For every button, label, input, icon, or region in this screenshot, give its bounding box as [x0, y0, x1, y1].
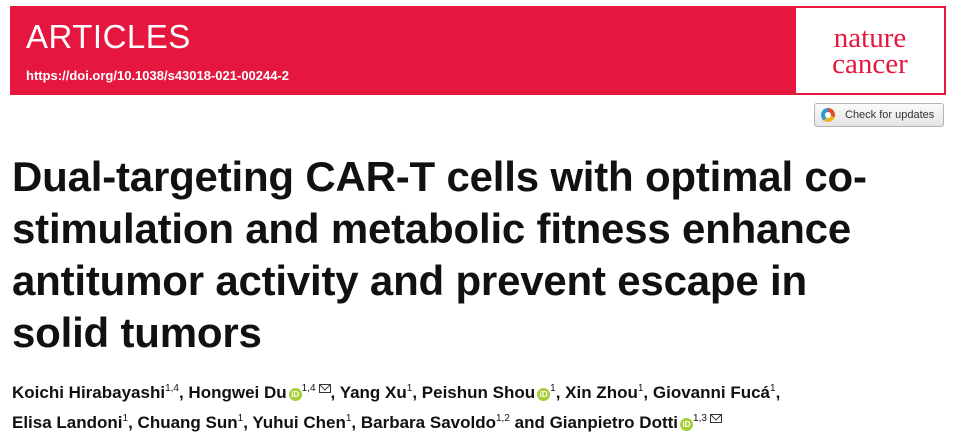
- author-name[interactable]: Peishun Shou: [421, 383, 536, 402]
- author-item: Xin Zhou1: [565, 383, 643, 402]
- author-name[interactable]: Hongwei Du: [188, 383, 287, 402]
- author-name[interactable]: Giovanni Fucá: [652, 383, 771, 402]
- author-name[interactable]: Gianpietro Dotti: [549, 413, 679, 432]
- author-name[interactable]: Yang Xu: [339, 383, 407, 402]
- author-name[interactable]: Yuhui Chen: [252, 413, 346, 432]
- author-item: Gianpietro Dotti iD1,3: [550, 413, 722, 432]
- affiliation-superscript: 1: [237, 413, 244, 424]
- author-item: Barbara Savoldo1,2: [361, 413, 510, 432]
- author-list: Koichi Hirabayashi1,4, Hongwei Du iD1,4, …: [12, 383, 781, 432]
- orcid-icon[interactable]: iD: [288, 388, 302, 401]
- affiliation-superscript: 1,3: [693, 413, 707, 424]
- affiliation-superscript: 1: [406, 383, 413, 394]
- author-item: Giovanni Fucá1: [653, 383, 776, 402]
- orcid-icon[interactable]: iD: [537, 388, 551, 401]
- article-title: Dual-targeting CAR-T cells with optimal …: [12, 153, 867, 356]
- orcid-icon[interactable]: iD: [680, 418, 694, 431]
- affiliation-superscript: 1,2: [495, 413, 510, 424]
- affiliation-superscript: 1: [550, 383, 556, 394]
- email-icon[interactable]: [709, 414, 722, 423]
- affiliation-superscript: 1: [122, 413, 129, 424]
- journal-logo-line2: cancer: [832, 48, 908, 80]
- affiliation-superscript: 1: [345, 413, 352, 424]
- author-name[interactable]: Koichi Hirabayashi: [12, 383, 166, 402]
- author-name[interactable]: Chuang Sun: [137, 413, 238, 432]
- affiliation-superscript: 1,4: [301, 383, 316, 394]
- crossmark-icon: [821, 108, 835, 122]
- author-item: Elisa Landoni1: [12, 413, 128, 432]
- affiliation-superscript: 1,4: [165, 383, 179, 394]
- author-item: Hongwei Du iD1,4: [188, 383, 331, 402]
- article-header-banner: ARTICLES https://doi.org/10.1038/s43018-…: [10, 6, 946, 95]
- author-item: Yuhui Chen1: [252, 413, 351, 432]
- author-name[interactable]: Barbara Savoldo: [360, 413, 496, 432]
- journal-logo[interactable]: nature cancer: [796, 8, 944, 93]
- author-item: Yang Xu1: [340, 383, 413, 402]
- affiliation-superscript: 1: [770, 383, 776, 394]
- section-label: ARTICLES: [26, 18, 191, 55]
- author-item: Peishun Shou iD1: [422, 383, 556, 402]
- author-item: Chuang Sun1: [138, 413, 244, 432]
- journal-logo-line1: nature: [833, 22, 907, 54]
- check-for-updates-label: Check for updates: [845, 109, 935, 121]
- email-icon[interactable]: [318, 384, 331, 393]
- author-name[interactable]: Elisa Landoni: [12, 413, 123, 432]
- affiliation-superscript: 1: [637, 383, 644, 394]
- author-name[interactable]: Xin Zhou: [565, 383, 638, 402]
- doi-link[interactable]: https://doi.org/10.1038/s43018-021-00244…: [26, 68, 290, 83]
- author-item: Koichi Hirabayashi1,4: [12, 383, 179, 402]
- check-for-updates-button[interactable]: Check for updates: [814, 103, 944, 127]
